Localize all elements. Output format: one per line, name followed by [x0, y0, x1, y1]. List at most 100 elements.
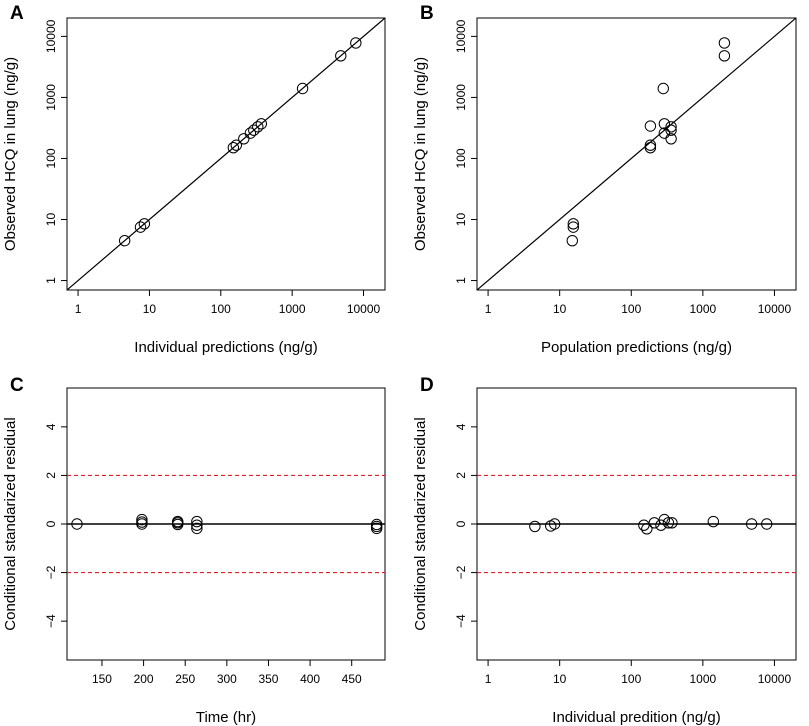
- x-axis-title: Individual predictions (ng/g): [134, 339, 317, 356]
- data-point: [350, 37, 362, 49]
- panel-label-A: A: [10, 3, 24, 24]
- data-point: [761, 518, 773, 530]
- y-tick-label: −2: [454, 565, 468, 579]
- y-tick-label: 1000: [454, 84, 468, 111]
- data-point: [227, 142, 240, 154]
- y-tick-label: 1: [454, 277, 468, 284]
- y-tick-label: 10000: [454, 19, 468, 53]
- data-point: [118, 234, 131, 247]
- data-point: [658, 127, 671, 139]
- plot-layer: 1 10 100 1000 10000 1 10 100 1000 10000: [454, 18, 796, 316]
- panel-label-C: C: [10, 375, 24, 396]
- y-axis-title: Conditional standarized residual: [2, 417, 19, 630]
- data-point: [335, 50, 347, 62]
- panel-C: C 150 200 250 300 350 400 450 −4 −2 0 2 4 Time (hr)…: [2, 375, 386, 726]
- data-area: [477, 18, 796, 290]
- y-tick-label: 100: [44, 148, 58, 168]
- y-axis-title: Conditional standarized residual: [412, 417, 429, 630]
- data-point: [567, 218, 580, 230]
- y-axis-title: Observed HCQ in lung (ng/g): [2, 57, 19, 251]
- x-tick-label: 10: [143, 302, 157, 316]
- data-point: [567, 221, 580, 233]
- panel-label-B: B: [420, 3, 434, 24]
- data-point: [548, 518, 561, 530]
- data-point: [138, 218, 151, 230]
- plot-layer: 150 200 250 300 350 400 450 −4 −2 0 2 4: [44, 423, 385, 686]
- x-tick-label: 200: [134, 672, 154, 686]
- data-point: [191, 515, 203, 528]
- x-tick-label: 10000: [347, 302, 381, 316]
- data-point: [657, 82, 669, 95]
- data-point: [248, 124, 260, 136]
- data-point: [655, 519, 667, 531]
- y-tick-label: −2: [44, 565, 58, 579]
- data-point: [665, 133, 677, 145]
- data-point: [718, 37, 731, 49]
- data-point: [191, 519, 203, 531]
- data-point: [745, 518, 758, 530]
- x-tick-label: 400: [300, 672, 320, 686]
- y-tick-label: 0: [44, 520, 58, 527]
- data-point: [638, 519, 650, 531]
- y-tick-label: 10: [44, 213, 58, 227]
- x-tick-label: 1000: [690, 672, 717, 686]
- panel-label-D: D: [420, 375, 434, 396]
- data-point: [658, 513, 671, 526]
- x-tick-label: 450: [342, 672, 362, 686]
- data-point: [707, 515, 720, 528]
- x-tick-label: 10000: [758, 672, 792, 686]
- identity-line: [477, 18, 796, 290]
- x-axis-title: Population predictions (ng/g): [541, 339, 732, 356]
- x-axis-title: Individual predition (ng/g): [552, 709, 720, 726]
- data-point: [648, 517, 661, 529]
- x-tick-label: 10000: [758, 302, 792, 316]
- y-axis-title: Observed HCQ in lung (ng/g): [412, 57, 429, 251]
- plot-frame: [66, 17, 386, 291]
- data-area: [477, 474, 796, 574]
- y-tick-label: 100: [454, 148, 468, 168]
- identity-line: [67, 18, 385, 290]
- x-tick-label: 1: [75, 302, 82, 316]
- x-tick-label: 1000: [690, 302, 717, 316]
- data-point: [230, 139, 243, 151]
- x-tick-label: 10: [553, 672, 567, 686]
- panel-A: A 1 10 100 1000 10000 1 10 100 1000 10000 Individ…: [2, 3, 386, 356]
- x-tick-label: 100: [621, 302, 641, 316]
- data-area: [67, 18, 385, 290]
- x-tick-label: 100: [211, 302, 231, 316]
- x-tick-label: 100: [621, 672, 641, 686]
- x-tick-label: 1000: [279, 302, 306, 316]
- data-point: [244, 127, 257, 139]
- panel-B: B 1 10 100 1000 10000 1 10 100 1000 10000 Populat…: [412, 3, 797, 356]
- data-point: [641, 523, 653, 535]
- data-point: [644, 142, 657, 154]
- data-point: [296, 82, 309, 95]
- data-point: [644, 139, 657, 151]
- data-point: [665, 121, 677, 133]
- data-point: [718, 50, 731, 62]
- y-tick-label: 2: [454, 472, 468, 479]
- data-point: [71, 518, 83, 530]
- x-tick-label: 1: [485, 672, 492, 686]
- data-point: [529, 520, 541, 533]
- y-tick-label: 1000: [44, 84, 58, 111]
- x-tick-label: 350: [258, 672, 278, 686]
- y-tick-label: 4: [454, 423, 468, 430]
- x-axis-title: Time (hr): [196, 709, 256, 726]
- data-point: [644, 120, 657, 132]
- y-tick-label: 10: [454, 213, 468, 227]
- x-tick-label: 150: [92, 672, 112, 686]
- x-tick-label: 300: [217, 672, 237, 686]
- data-point: [238, 133, 250, 145]
- y-tick-label: −4: [44, 614, 58, 628]
- x-tick-label: 1: [485, 302, 492, 316]
- data-point: [191, 522, 203, 535]
- y-tick-label: 4: [44, 423, 58, 430]
- data-area: [67, 474, 385, 574]
- data-point: [658, 118, 671, 130]
- data-point: [252, 121, 264, 133]
- data-point: [134, 221, 147, 233]
- data-point: [566, 234, 578, 247]
- y-tick-label: 0: [454, 520, 468, 527]
